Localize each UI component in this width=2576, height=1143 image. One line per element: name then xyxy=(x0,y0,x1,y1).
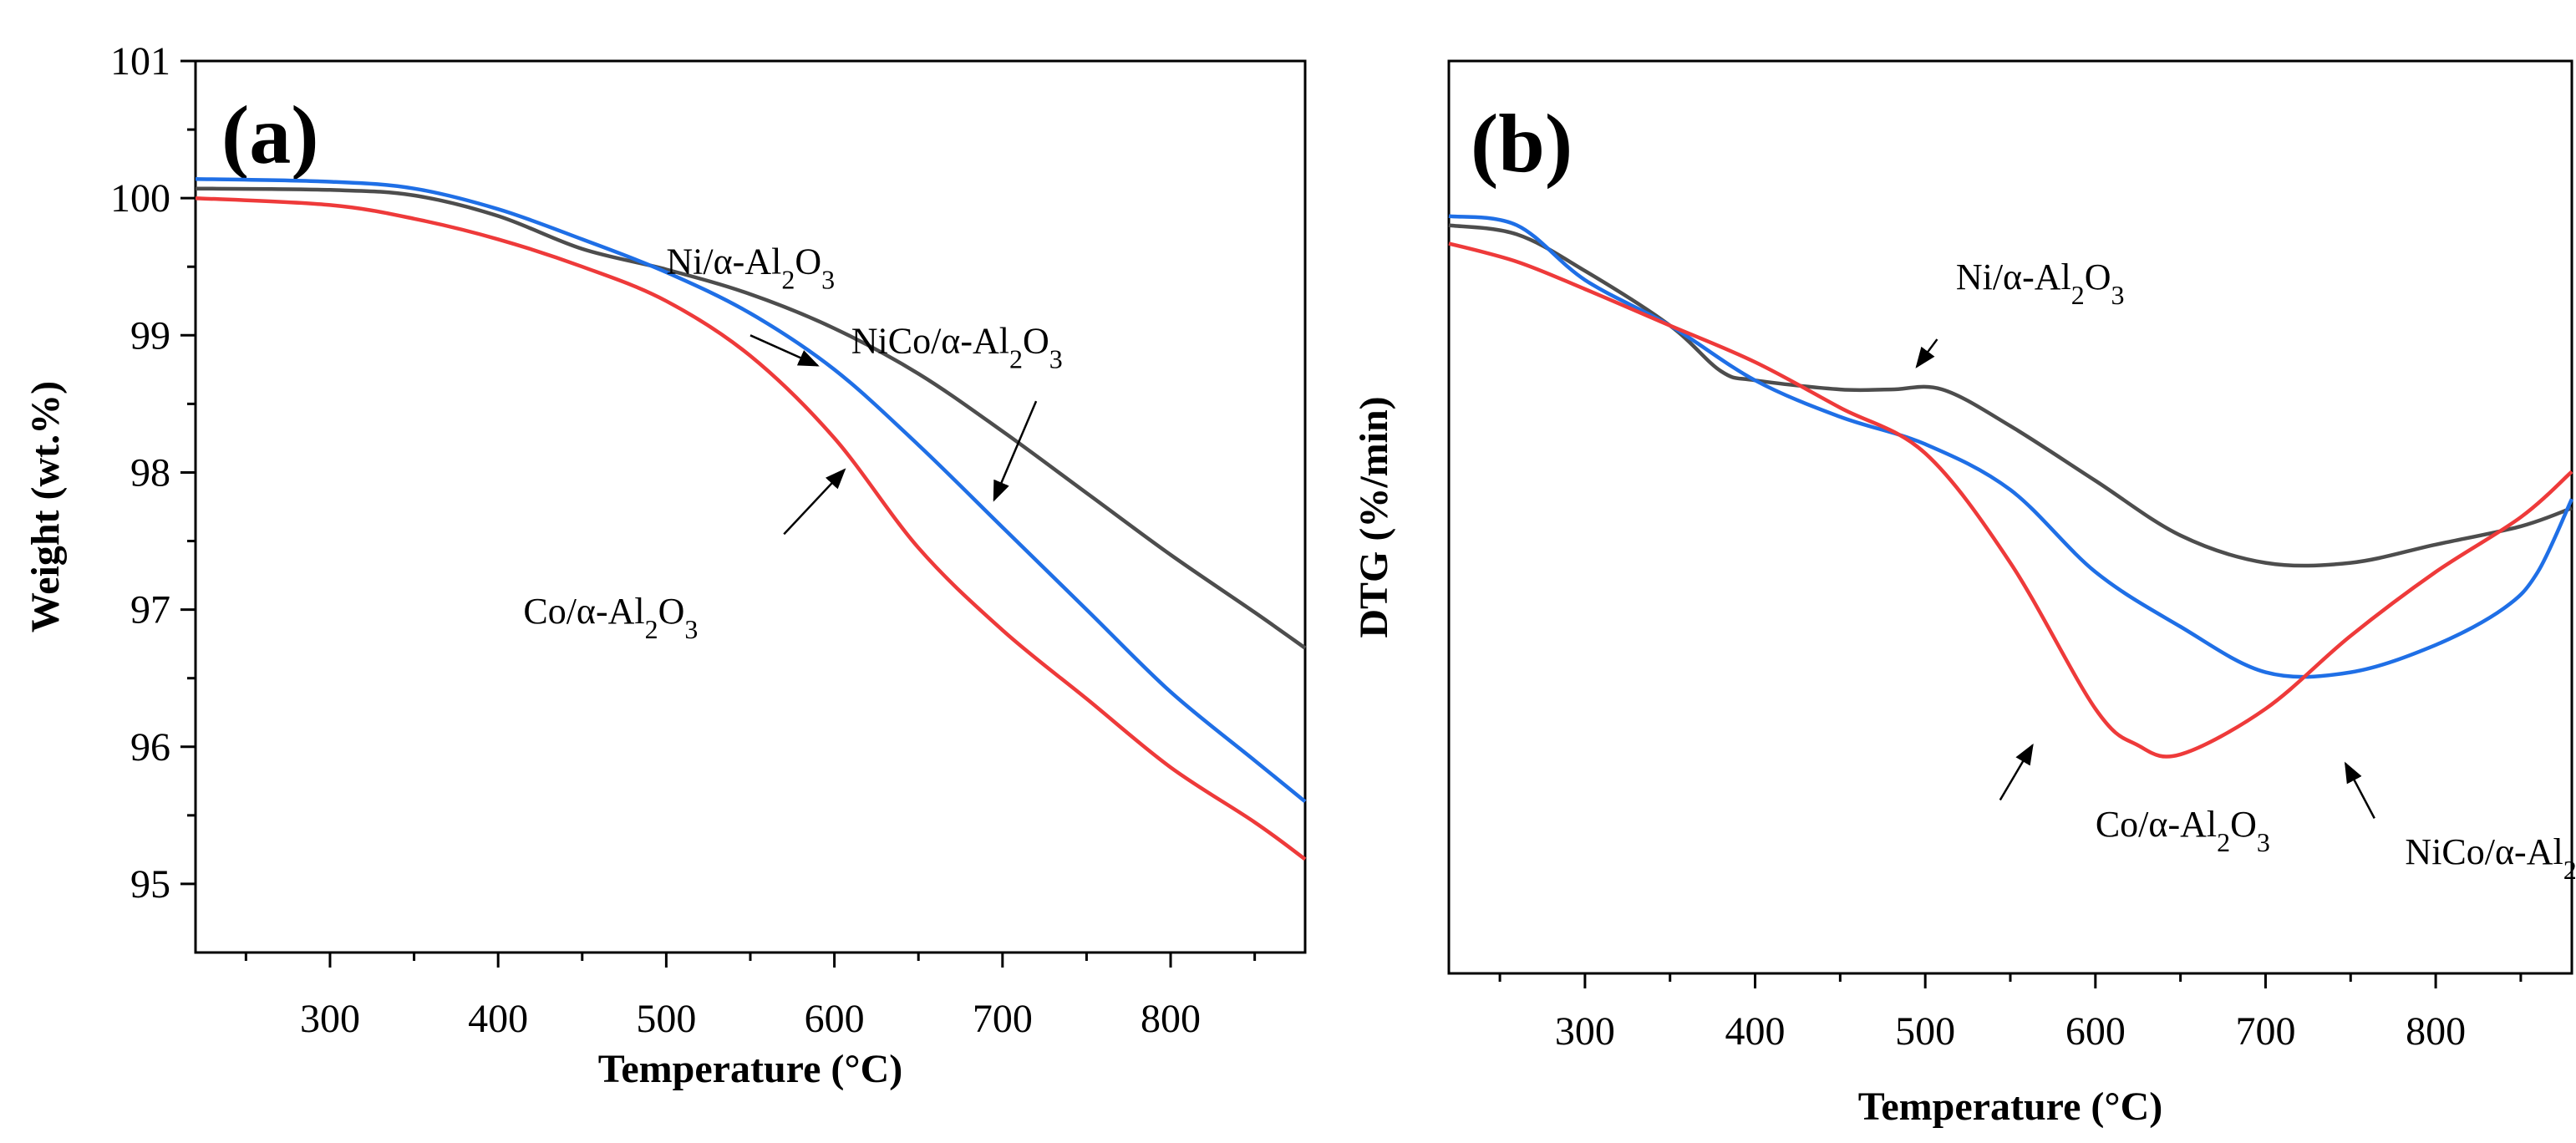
panel-label: (b) xyxy=(1471,97,1573,190)
series-line-nialo xyxy=(195,186,1307,650)
x-tick-label: 400 xyxy=(468,997,528,1041)
annotation-arrow xyxy=(1999,743,2034,801)
series-line-coalo xyxy=(1448,241,2573,759)
y-tick-label: 96 xyxy=(130,725,170,770)
x-tick-label: 300 xyxy=(300,997,360,1041)
panel-label: (a) xyxy=(221,89,319,181)
x-axis-label: Temperature (°C) xyxy=(598,1047,902,1091)
x-tick-label: 700 xyxy=(2235,1009,2295,1054)
chart-panel-a: 300 400 500 600 700 800 95 96 97 98 99 100 101 Temper… xyxy=(23,39,1307,1091)
x-tick-label: 500 xyxy=(636,997,696,1041)
x-axis-label: Temperature (°C) xyxy=(1858,1085,2162,1129)
x-tick-label: 600 xyxy=(2065,1009,2126,1054)
series-line-nicoalo xyxy=(195,176,1307,804)
x-tick-label: 700 xyxy=(973,997,1033,1041)
y-axis-label: Weight (wt.%) xyxy=(23,381,68,632)
x-tick-label: 800 xyxy=(2406,1009,2466,1054)
annotation-label: Ni/α-Al2O3 xyxy=(666,241,835,294)
annotation-arrow xyxy=(783,468,846,536)
chart-panel-b: 300 400 500 600 700 800 Temperature (°C) DTG (%… xyxy=(1352,59,2576,1129)
x-tick-label: 600 xyxy=(805,997,865,1041)
y-tick-label: 101 xyxy=(110,39,170,84)
series-line-nialo xyxy=(1448,223,2573,568)
annotation-arrow xyxy=(2344,761,2375,819)
y-tick-label: 97 xyxy=(130,588,170,632)
x-tick-label: 800 xyxy=(1141,997,1201,1041)
series-line-coalo xyxy=(195,196,1307,861)
x-tick-label: 500 xyxy=(1895,1009,1955,1054)
x-tick-label: 400 xyxy=(1725,1009,1786,1054)
plot-frame xyxy=(194,59,1307,954)
annotation-label: NiCo/α-Al2O3 xyxy=(2405,831,2576,885)
annotation-label: Ni/α-Al2O3 xyxy=(1956,257,2125,310)
y-axis-label: DTG (%/min) xyxy=(1352,396,1396,638)
annotation-label: Co/α-Al2O3 xyxy=(523,591,698,644)
annotation-arrow xyxy=(749,334,820,367)
y-tick-label: 100 xyxy=(110,176,170,221)
x-tick-label: 300 xyxy=(1555,1009,1615,1054)
y-tick-label: 99 xyxy=(130,313,170,358)
y-tick-label: 95 xyxy=(130,862,170,907)
annotation-arrow xyxy=(993,400,1038,502)
annotation-label: Co/α-Al2O3 xyxy=(2096,804,2270,857)
series-line-nicoalo xyxy=(1448,214,2574,679)
annotation-label: NiCo/α-Al2O3 xyxy=(851,321,1063,374)
y-tick-label: 98 xyxy=(130,450,170,495)
plot-frame xyxy=(1447,59,2573,975)
annotation-arrow xyxy=(1915,338,1938,368)
